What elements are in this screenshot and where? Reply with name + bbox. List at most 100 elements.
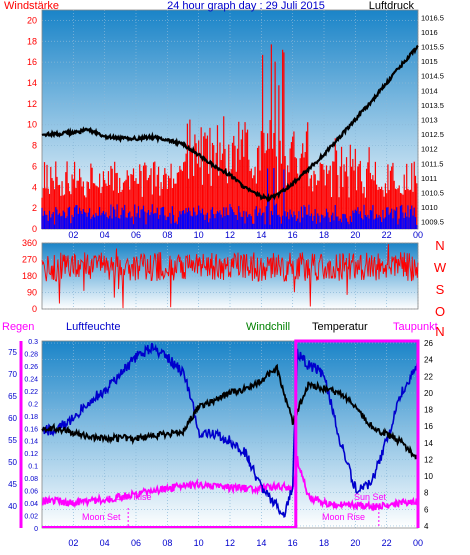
- windchill-label: Windchill: [246, 321, 290, 333]
- rain-tick-label: 0.24: [24, 376, 38, 383]
- wind-tick-label: 0: [32, 224, 37, 234]
- wind-tick-label: 4: [32, 182, 37, 192]
- chart-marks: [41, 44, 420, 528]
- pressure-tick-label: 1016.5: [421, 13, 444, 22]
- pressure-tick-label: 1014: [421, 86, 438, 95]
- wind-tick-label: 6: [32, 161, 37, 171]
- x-tick-label: 22: [382, 230, 392, 240]
- temperature-tick-label: 8: [424, 489, 429, 498]
- temperature-tick-label: 16: [424, 422, 433, 431]
- temperature-tick-label: 6: [424, 505, 429, 514]
- x-tick-label: 18: [319, 230, 329, 240]
- compass-label: N: [435, 238, 444, 253]
- x-tick-label: 08: [162, 538, 172, 548]
- pressure-tick-label: 1011.5: [421, 159, 443, 168]
- wind-tick-label: 14: [27, 78, 37, 88]
- temperature-tick-label: 18: [424, 406, 433, 415]
- humidity-tick-label: 40: [8, 502, 17, 511]
- humidity-tick-label: 55: [8, 436, 17, 445]
- pressure-line: [41, 44, 419, 203]
- temperatur-label: Temperatur: [312, 321, 368, 333]
- x-tick-label: 14: [256, 538, 266, 548]
- pressure-tick-label: 1012: [421, 145, 438, 154]
- sun-rise-annotation: Sun Rise: [115, 492, 152, 502]
- temperature-tick-label: 12: [424, 455, 433, 464]
- rain-tick-label: 0.04: [24, 501, 38, 508]
- temperature-tick-label: 10: [424, 472, 433, 481]
- pressure-tick-label: 1012.5: [421, 130, 444, 139]
- grid-lines: [19, 9, 419, 529]
- rain-tick-label: 0.22: [24, 389, 38, 396]
- x-tick-label: 00: [413, 538, 423, 548]
- rain-tick-label: 0.06: [24, 489, 38, 496]
- wind-tick-label: 10: [27, 120, 37, 130]
- panel-direction-frame: [41, 242, 419, 310]
- rain-tick-label: 0: [34, 526, 38, 533]
- humidity-tick-label: 60: [8, 414, 17, 423]
- wind-left-label: Windstärke: [4, 0, 59, 12]
- x-tick-label: 02: [68, 538, 78, 548]
- rain-tick-label: 0.2: [28, 401, 38, 408]
- humidity-line: [42, 342, 419, 518]
- pressure-tick-label: 1013.5: [421, 101, 444, 110]
- pressure-tick-label: 1015: [421, 57, 438, 66]
- moon-rise-annotation: Moon Rise: [322, 512, 365, 522]
- compass-label: W: [434, 260, 447, 275]
- axis-labels: 024681012141618201009.510101010.51011101…: [8, 13, 447, 548]
- x-tick-label: 18: [319, 538, 329, 548]
- humidity-tick-label: 50: [8, 458, 17, 467]
- pressure-tick-label: 1016: [421, 28, 438, 37]
- wind-tick-label: 8: [32, 141, 37, 151]
- taupunkt-label: Taupunkt: [393, 321, 438, 333]
- x-tick-label: 04: [100, 538, 110, 548]
- wind-right-label: Luftdruck: [369, 0, 415, 12]
- humidity-tick-label: 75: [8, 348, 17, 357]
- rain-tick-label: 0.18: [24, 414, 38, 421]
- direction-tick-label: 360: [22, 238, 37, 248]
- graph-title: 24 hour graph day : 29 Juli 2015: [167, 0, 325, 12]
- wind-direction-line: [41, 244, 419, 309]
- rain-tick-label: 0.08: [24, 476, 38, 483]
- pressure-tick-label: 1009.5: [421, 218, 444, 227]
- rain-tick-label: 0.3: [28, 339, 38, 346]
- luftfeuchte-label: Luftfeuchte: [66, 321, 120, 333]
- x-tick-label: 20: [350, 538, 360, 548]
- x-tick-label: 16: [288, 230, 298, 240]
- x-tick-label: 04: [100, 230, 110, 240]
- pressure-tick-label: 1013: [421, 116, 438, 125]
- temperature-tick-label: 22: [424, 372, 433, 381]
- moon-set-annotation: Moon Set: [82, 512, 121, 522]
- wind-tick-label: 20: [27, 15, 37, 25]
- wind-tick-label: 2: [32, 203, 37, 213]
- regen-label: Regen: [2, 321, 34, 333]
- pressure-tick-label: 1011: [421, 174, 437, 183]
- rain-tick-label: 0.1: [28, 464, 38, 471]
- wind-tick-label: 12: [27, 99, 37, 109]
- direction-tick-label: 0: [32, 304, 37, 314]
- sun-set-annotation: Sun Set: [354, 492, 387, 502]
- x-tick-label: 00: [413, 230, 423, 240]
- compass-label: O: [435, 304, 445, 319]
- x-tick-label: 06: [131, 538, 141, 548]
- rain-tick-label: 0.16: [24, 426, 38, 433]
- humidity-tick-label: 70: [8, 370, 17, 379]
- x-tick-label: 10: [194, 538, 204, 548]
- pressure-tick-label: 1014.5: [421, 72, 444, 81]
- x-tick-label: 06: [131, 230, 141, 240]
- x-tick-label: 20: [350, 230, 360, 240]
- pressure-tick-label: 1010.5: [421, 189, 444, 198]
- rain-tick-label: 0.12: [24, 451, 38, 458]
- rain-tick-label: 0.26: [24, 364, 38, 371]
- x-tick-label: 14: [256, 230, 266, 240]
- humidity-tick-label: 45: [8, 480, 17, 489]
- direction-tick-label: 180: [22, 271, 37, 281]
- direction-tick-label: 90: [27, 288, 37, 298]
- x-tick-label: 12: [225, 538, 235, 548]
- x-tick-label: 08: [162, 230, 172, 240]
- temperature-tick-label: 24: [424, 356, 433, 365]
- x-tick-label: 16: [288, 538, 298, 548]
- x-tick-label: 02: [68, 230, 78, 240]
- temperature-line: [41, 363, 419, 461]
- compass-label: S: [436, 282, 445, 297]
